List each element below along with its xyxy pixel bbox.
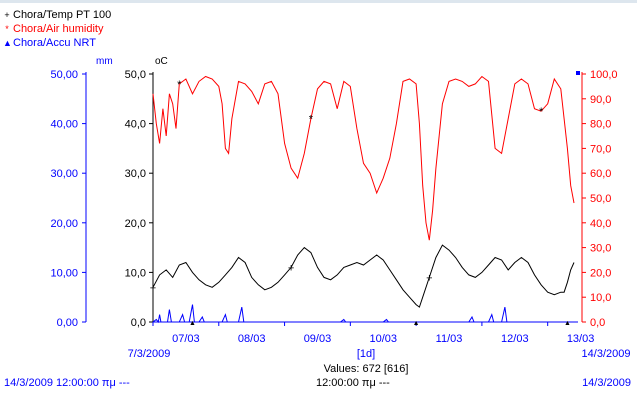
temp-axis-tick-label: 10,0 xyxy=(125,267,146,279)
axis-corner-marker xyxy=(576,71,580,75)
humidity-axis-tick-label: 10,0 xyxy=(590,292,611,304)
humidity-series-marker: * xyxy=(309,114,314,126)
rain-axis-tick-label: 10,00 xyxy=(50,267,78,279)
x-axis-start-label: 7/3/2009 xyxy=(128,348,171,360)
rain-axis-tick-label: 20,00 xyxy=(50,218,78,230)
humidity-series-line xyxy=(152,75,575,241)
x-axis-tick-label: 10/03 xyxy=(369,333,397,345)
temp-series-marker: + xyxy=(288,262,294,274)
humidity-series-marker: * xyxy=(539,106,544,118)
humidity-axis-tick-label: 30,0 xyxy=(590,243,611,255)
legend-item-rain: ▲ Chora/Accu NRT xyxy=(3,36,111,50)
legend-item-humidity: * Chora/Air humidity xyxy=(3,22,111,36)
rain-axis-tick-label: 40,00 xyxy=(50,119,78,131)
humidity-axis-tick-label: 80,0 xyxy=(590,119,611,131)
temp-axis-tick-label: 30,0 xyxy=(125,168,146,180)
temp-axis-tick-label: 50,0 xyxy=(125,69,146,81)
humidity-series-marker: * xyxy=(177,79,182,91)
legend-marker-humidity: * xyxy=(5,24,9,34)
humidity-axis-tick-label: 60,0 xyxy=(590,168,611,180)
temp-axis-tick-label: 0,0 xyxy=(131,317,146,329)
x-axis-tick-label: 11/03 xyxy=(436,333,463,345)
rain-series-marker: ▲ xyxy=(564,320,571,327)
rain-axis-tick-label: 0,00 xyxy=(57,317,78,329)
temp-series-line xyxy=(152,244,575,308)
humidity-axis-tick-label: 100,0 xyxy=(590,69,618,81)
humidity-axis-tick-label: 70,0 xyxy=(590,143,611,155)
humidity-axis-tick-label: 20,0 xyxy=(590,267,611,279)
footer-center: 12:00:00 πμ --- xyxy=(316,377,390,389)
humidity-axis-tick-label: 0,0 xyxy=(590,317,605,329)
x-axis-end-label: 14/3/2009 xyxy=(582,348,631,360)
legend-label-temp: Chora/Temp PT 100 xyxy=(13,9,112,21)
rain-series-marker: ▲ xyxy=(413,320,420,327)
temp-axis-tick-label: 40,0 xyxy=(125,119,146,131)
x-axis-tick-label: 09/03 xyxy=(304,333,332,345)
temp-axis-unit: oC xyxy=(155,56,168,67)
x-axis-tick-label: 12/03 xyxy=(501,333,529,345)
legend-item-temp: + Chora/Temp PT 100 xyxy=(3,8,111,22)
footer-right: 14/3/2009 xyxy=(582,377,631,389)
footer-left: 14/3/2009 12:00:00 πμ --- xyxy=(4,377,130,389)
humidity-axis-tick-label: 50,0 xyxy=(590,193,611,205)
temp-axis-tick-label: 20,0 xyxy=(125,218,146,230)
x-axis-tick-label: 08/03 xyxy=(238,333,266,345)
rain-axis-unit: mm xyxy=(96,56,113,67)
rain-series-marker: ▲ xyxy=(189,320,196,327)
values-count-label: Values: 672 [616] xyxy=(324,363,409,375)
humidity-axis-tick-label: 40,0 xyxy=(590,218,611,230)
temp-series-marker: + xyxy=(150,282,156,294)
x-axis-tick-label: 13/03 xyxy=(567,333,595,345)
legend-label-rain: Chora/Accu NRT xyxy=(13,37,96,49)
rain-axis-tick-label: 30,00 xyxy=(50,168,78,180)
rain-series-line xyxy=(152,304,574,324)
humidity-axis-tick-label: 90,0 xyxy=(590,94,611,106)
chart-legend: + Chora/Temp PT 100 * Chora/Air humidity… xyxy=(3,8,111,50)
top-border xyxy=(0,0,637,3)
x-axis-tick-label: 07/03 xyxy=(172,333,200,345)
x-axis-interval-label: [1d] xyxy=(357,348,375,360)
legend-marker-temp: + xyxy=(4,10,10,20)
rain-axis-tick-label: 50,00 xyxy=(50,69,78,81)
legend-marker-rain: ▲ xyxy=(3,38,12,48)
legend-label-humidity: Chora/Air humidity xyxy=(13,23,104,35)
temp-series-marker: + xyxy=(426,272,432,284)
